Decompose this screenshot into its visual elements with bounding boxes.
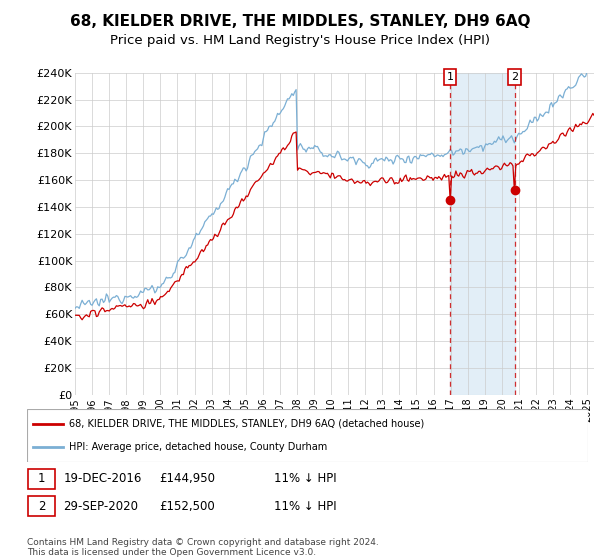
FancyBboxPatch shape xyxy=(28,496,55,516)
Text: 11% ↓ HPI: 11% ↓ HPI xyxy=(274,472,337,486)
Text: £152,500: £152,500 xyxy=(159,500,215,513)
Text: 1: 1 xyxy=(38,472,46,486)
Text: HPI: Average price, detached house, County Durham: HPI: Average price, detached house, Coun… xyxy=(69,442,328,452)
Text: 29-SEP-2020: 29-SEP-2020 xyxy=(64,500,139,513)
Text: 2: 2 xyxy=(38,500,46,513)
Text: 19-DEC-2016: 19-DEC-2016 xyxy=(64,472,142,486)
Bar xyxy=(450,73,515,395)
Text: Contains HM Land Registry data © Crown copyright and database right 2024.
This d: Contains HM Land Registry data © Crown c… xyxy=(27,538,379,557)
Text: 68, KIELDER DRIVE, THE MIDDLES, STANLEY, DH9 6AQ (detached house): 68, KIELDER DRIVE, THE MIDDLES, STANLEY,… xyxy=(69,419,424,429)
Text: Price paid vs. HM Land Registry's House Price Index (HPI): Price paid vs. HM Land Registry's House … xyxy=(110,34,490,46)
Text: 11% ↓ HPI: 11% ↓ HPI xyxy=(274,500,337,513)
Text: 1: 1 xyxy=(446,72,454,82)
Text: £144,950: £144,950 xyxy=(159,472,215,486)
Text: 68, KIELDER DRIVE, THE MIDDLES, STANLEY, DH9 6AQ: 68, KIELDER DRIVE, THE MIDDLES, STANLEY,… xyxy=(70,14,530,29)
Text: 2: 2 xyxy=(511,72,518,82)
FancyBboxPatch shape xyxy=(28,469,55,489)
